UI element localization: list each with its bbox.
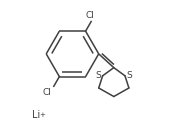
Text: Cl: Cl bbox=[42, 88, 51, 97]
Text: +: + bbox=[40, 111, 46, 118]
Text: Cl: Cl bbox=[85, 11, 94, 20]
Text: Li: Li bbox=[32, 110, 40, 120]
Text: S: S bbox=[96, 71, 101, 80]
Text: S: S bbox=[126, 71, 132, 80]
